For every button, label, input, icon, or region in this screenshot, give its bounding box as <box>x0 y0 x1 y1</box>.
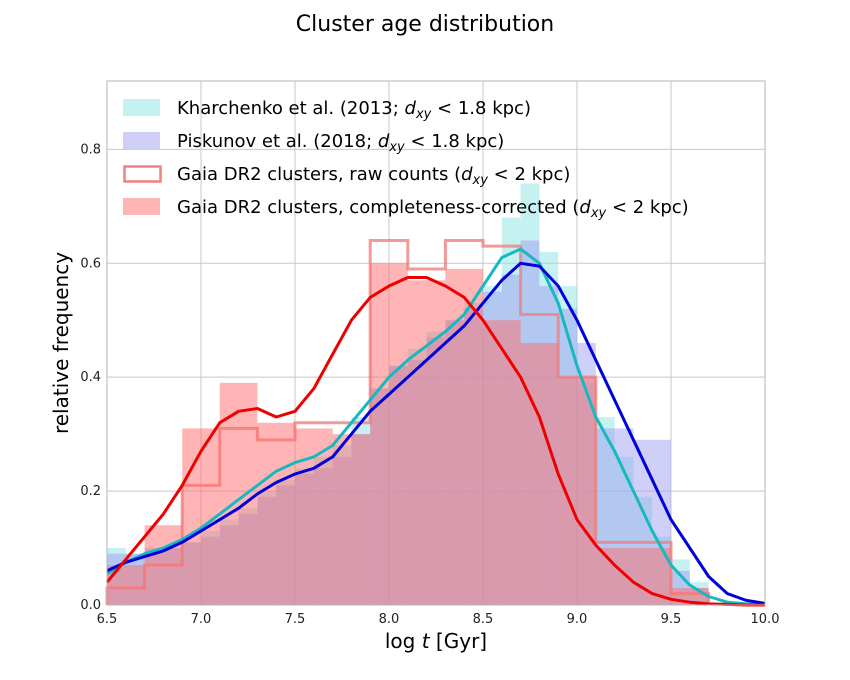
x-axis-label: log t [Gyr] <box>385 629 487 653</box>
legend: Kharchenko et al. (2013; dxy < 1.8 kpc) P… <box>123 98 689 221</box>
legend-entry-0: Kharchenko et al. (2013; dxy < 1.8 kpc) <box>123 98 531 122</box>
hist-bar-series-3 <box>370 263 408 605</box>
hist-bar-series-3 <box>257 422 295 605</box>
hist-bar-series-3 <box>144 525 183 605</box>
hist-bar-series-3 <box>332 434 371 605</box>
legend-entry-2: Gaia DR2 clusters, raw counts (dxy < 2 k… <box>123 164 570 188</box>
y-tick-label: 0.0 <box>80 598 101 613</box>
hist-bar-series-3 <box>483 320 521 605</box>
x-tick-label: 8.0 <box>379 612 400 627</box>
histograms <box>105 183 711 606</box>
x-tick-label: 7.5 <box>285 612 306 627</box>
hist-bar-series-3 <box>407 280 446 605</box>
chart-title: Cluster age distribution <box>296 12 554 37</box>
hist-bar-series-3 <box>219 382 258 605</box>
legend-label: Kharchenko et al. (2013; dxy < 1.8 kpc) <box>177 98 531 122</box>
legend-label: Gaia DR2 clusters, raw counts (dxy < 2 k… <box>177 164 570 188</box>
legend-swatch <box>123 132 160 149</box>
x-tick-label: 9.0 <box>567 612 588 627</box>
y-tick-label: 0.8 <box>80 142 101 157</box>
kde-curve-0 <box>106 247 766 607</box>
x-tick-label: 8.5 <box>473 612 494 627</box>
x-tick-label: 10.0 <box>751 612 780 627</box>
kde-curve-2 <box>105 276 765 607</box>
kde-curve-1 <box>106 261 766 605</box>
hist-bar-series-3 <box>445 268 483 605</box>
legend-label: Gaia DR2 clusters, completeness-correcte… <box>177 197 689 221</box>
legend-swatch <box>123 99 160 116</box>
hist-bar-series-3 <box>633 548 671 605</box>
y-axis-label: relative frequency <box>49 252 73 434</box>
hist-bar-series-3 <box>107 565 145 605</box>
x-tick-label: 7.0 <box>191 612 212 627</box>
hist-bar-series-3 <box>295 428 333 605</box>
y-tick-label: 0.2 <box>80 484 101 499</box>
y-tick-labels: 0.0 0.2 0.4 0.6 0.8 <box>80 142 101 613</box>
legend-swatch <box>123 165 162 183</box>
x-tick-labels: 6.5 7.0 7.5 8.0 8.5 9.0 9.5 10.0 <box>97 612 780 627</box>
x-tick-label: 6.5 <box>97 612 118 627</box>
plot-frame <box>106 80 766 606</box>
hist-bar-series-3 <box>182 428 220 605</box>
y-tick-label: 0.6 <box>80 256 101 271</box>
hist-bar-series-3 <box>520 343 559 605</box>
kde-curves <box>105 247 766 607</box>
x-tick-label: 9.5 <box>661 612 682 627</box>
legend-entry-1: Piskunov et al. (2018; dxy < 1.8 kpc) <box>123 131 504 155</box>
legend-label: Piskunov et al. (2018; dxy < 1.8 kpc) <box>177 131 504 155</box>
y-tick-label: 0.4 <box>80 370 101 385</box>
legend-entry-3: Gaia DR2 clusters, completeness-correcte… <box>123 197 689 221</box>
legend-swatch <box>123 198 160 215</box>
